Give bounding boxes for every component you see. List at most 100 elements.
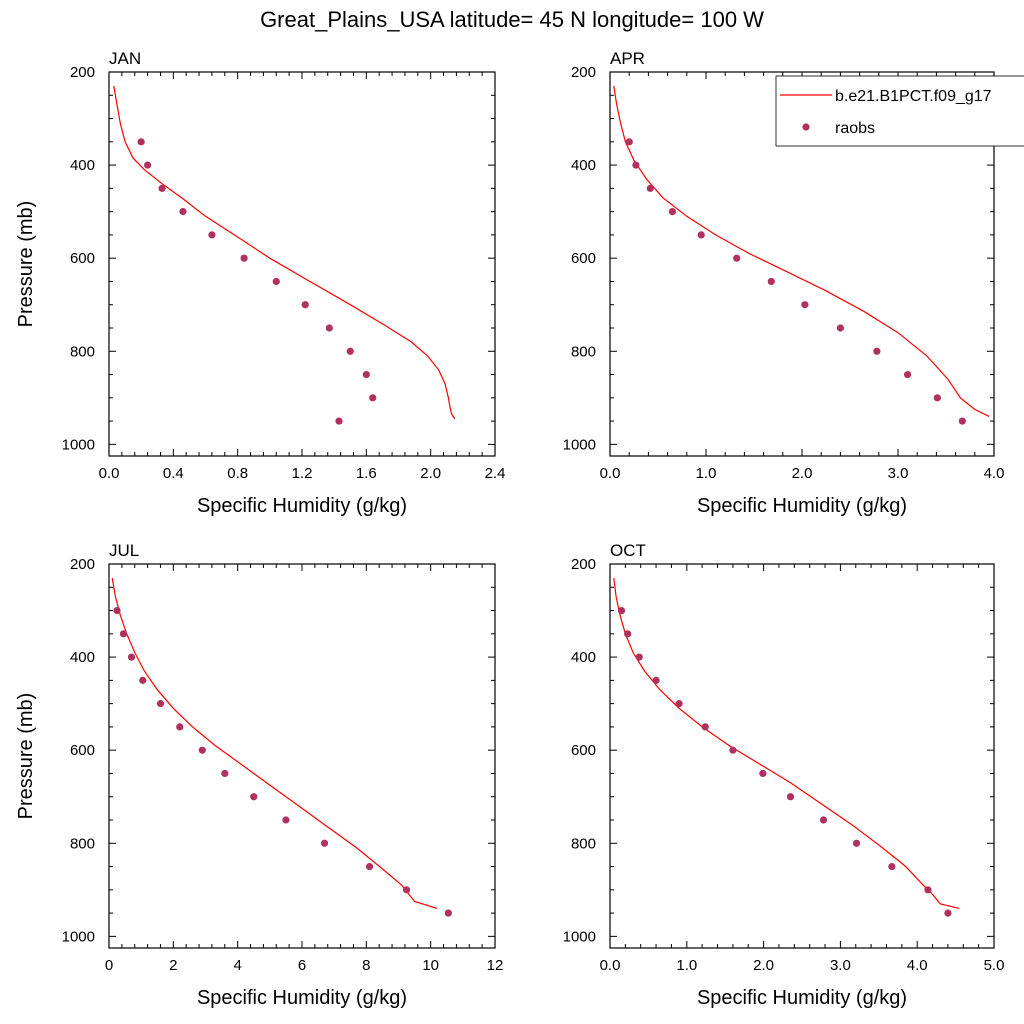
raobs-point (697, 231, 705, 239)
raobs-point (786, 793, 795, 801)
raobs-point (156, 700, 165, 708)
raobs-point (137, 138, 145, 146)
x-tick-label: 3.0 (830, 957, 851, 974)
x-tick-label: 4.0 (984, 465, 1005, 482)
raobs-point (668, 208, 677, 216)
x-tick-label: 2.4 (485, 465, 506, 482)
y-tick-label: 400 (571, 157, 596, 174)
y-axis-title: Pressure (mb) (15, 201, 37, 328)
raobs-point (179, 208, 187, 216)
raobs-point (250, 793, 258, 801)
x-tick-label: 3.0 (888, 465, 909, 482)
raobs-point (819, 816, 828, 824)
raobs-point (144, 161, 152, 169)
raobs-point (904, 370, 912, 379)
x-tick-label: 4 (233, 957, 241, 974)
x-tick-label: 2.0 (753, 957, 774, 974)
raobs-point (113, 606, 121, 615)
legend-label-model: b.e21.B1PCT.f09_g17 (835, 88, 992, 105)
raobs-point (675, 700, 683, 708)
raobs-point (176, 723, 184, 731)
legend-box (775, 75, 1024, 147)
raobs-point (221, 769, 229, 778)
x-tick-label: 12 (487, 957, 504, 974)
raobs-point (320, 839, 329, 847)
raobs-point (852, 839, 861, 847)
raobs-point (888, 862, 896, 871)
raobs-point (801, 301, 809, 309)
x-tick-label: 0.8 (227, 465, 248, 482)
raobs-point (933, 394, 941, 402)
raobs-point (646, 184, 654, 192)
panel-label: JUL (109, 541, 139, 560)
y-tick-label: 200 (70, 64, 95, 81)
model-line (613, 85, 990, 417)
panel-apr: 0.0 1.0 2.0 3.0 4.0 200 400 600 800 1000 APR Specif… (563, 49, 1005, 517)
y-tick-label: 600 (571, 250, 596, 267)
x-tick-label: 5.0 (984, 957, 1005, 974)
model-line (613, 577, 960, 909)
raobs-point (198, 746, 206, 754)
raobs-point (301, 301, 309, 309)
x-axis-title: Specific Humidity (g/kg) (697, 987, 907, 1009)
x-tick-label: 0.4 (163, 465, 184, 482)
raobs-point (701, 723, 709, 731)
x-tick-label: 0.0 (99, 465, 120, 482)
raobs-point (325, 324, 333, 332)
y-axis-title: Pressure (mb) (15, 693, 37, 820)
plot-frame (108, 563, 496, 949)
y-tick-label: 200 (571, 556, 596, 573)
raobs-point (444, 909, 452, 917)
raobs-point (365, 862, 374, 871)
raobs-point (335, 417, 343, 425)
raobs-point (924, 886, 932, 894)
figure-title: Great_Plains_USA latitude= 45 N longitud… (260, 7, 764, 32)
model-line (111, 577, 438, 909)
y-tick-label: 1000 (563, 436, 596, 453)
raobs-point (958, 417, 966, 425)
y-tick-label: 600 (70, 742, 95, 759)
x-tick-label: 4.0 (907, 957, 928, 974)
y-tick-label: 200 (571, 64, 596, 81)
raobs-point (729, 746, 737, 754)
x-tick-label: 1.0 (676, 957, 697, 974)
raobs-point (240, 254, 248, 262)
raobs-point (272, 277, 280, 286)
x-tick-label: 1.0 (696, 465, 717, 482)
panel-jul: 0 2 4 6 8 10 12 200 400 600 800 1000 JUL Specific Hum… (15, 541, 503, 1009)
x-tick-label: 0 (105, 957, 113, 974)
x-tick-label: 1.6 (356, 465, 377, 482)
x-axis-title: Specific Humidity (g/kg) (197, 987, 407, 1009)
x-axis-title: Specific Humidity (g/kg) (697, 495, 907, 517)
raobs-point (119, 630, 128, 638)
y-tick-label: 800 (571, 343, 596, 360)
raobs-point (944, 909, 952, 917)
x-tick-label: 6 (298, 957, 306, 974)
raobs-point (362, 370, 370, 379)
x-tick-label: 2 (169, 957, 177, 974)
raobs-point (652, 676, 660, 684)
raobs-point (139, 676, 147, 684)
y-tick-label: 400 (571, 649, 596, 666)
panel-jan: 0.0 0.4 0.8 1.2 1.6 2.0 2.4 200 400 600 800 1000 JAN… (15, 49, 505, 517)
panel-label: OCT (610, 541, 646, 560)
raobs-point (369, 394, 377, 402)
model-line (113, 85, 456, 420)
raobs-point (282, 816, 290, 824)
raobs-point (767, 277, 775, 286)
raobs-point (158, 184, 166, 192)
raobs-point (733, 254, 741, 262)
raobs-point (873, 347, 881, 355)
raobs-point (836, 324, 845, 332)
panels: 0.0 0.4 0.8 1.2 1.6 2.0 2.4 200 400 600 800 1000 JAN… (15, 49, 1004, 1009)
x-tick-label: 8 (362, 957, 370, 974)
legend-label-raobs: raobs (835, 120, 875, 137)
x-tick-label: 0.0 (600, 957, 621, 974)
raobs-point (127, 653, 136, 661)
raobs-point (617, 606, 626, 615)
raobs-point (208, 231, 216, 239)
y-tick-label: 800 (571, 835, 596, 852)
x-tick-label: 10 (422, 957, 439, 974)
